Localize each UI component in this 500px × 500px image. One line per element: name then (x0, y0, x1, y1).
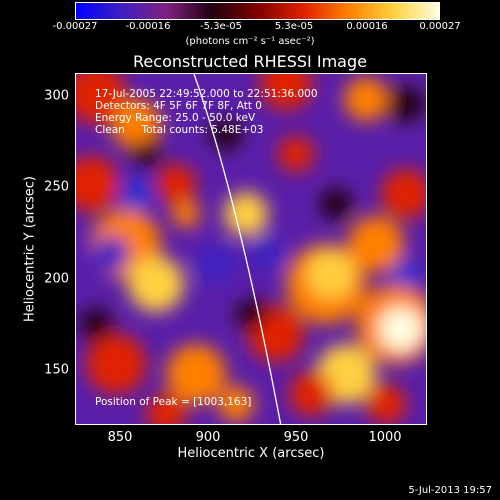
colorbar (75, 2, 440, 20)
info-clean-counts: Clean Total counts: 5.48E+03 (95, 124, 264, 136)
y-tick-label: 300 (44, 88, 69, 104)
solar-limb-line (193, 74, 282, 424)
colorbar-tick-label: -5.3e-05 (200, 21, 242, 32)
x-axis-label: Heliocentric X (arcsec) (177, 446, 325, 461)
image-plot-area: 17-Jul-2005 22:49:52.000 to 22:51:36.000… (75, 73, 427, 425)
y-tick-label: 250 (44, 179, 69, 195)
x-tick-label: 850 (107, 430, 133, 445)
colorbar-tick-label: 0.00027 (419, 21, 461, 32)
x-tick-label: 950 (283, 430, 309, 445)
info-detectors: Detectors: 4F 5F 6F 7F 8F, Att 0 (95, 100, 262, 112)
colorbar-units: (photons cm⁻² s⁻¹ asec⁻²) (185, 36, 315, 47)
colorbar-tick-label: -0.00027 (52, 21, 98, 32)
plot-title: Reconstructed RHESSI Image (133, 52, 367, 71)
info-energy-range: Energy Range: 25.0 - 50.0 keV (95, 112, 256, 124)
colorbar-tick-label: 5.3e-05 (274, 21, 314, 32)
plot-date: 5-Jul-2013 19:57 (408, 485, 492, 496)
peak-position: Position of Peak = [1003,163] (95, 396, 252, 408)
y-axis-label: Heliocentric Y (arcsec) (22, 176, 38, 322)
colorbar-tick-label: -0.00016 (125, 21, 171, 32)
colorbar-tick-label: 0.00016 (346, 21, 388, 32)
info-time-range: 17-Jul-2005 22:49:52.000 to 22:51:36.000 (95, 88, 318, 100)
rhessi-image-map (76, 74, 426, 424)
x-tick-label: 900 (195, 430, 221, 445)
y-tick-label: 200 (44, 271, 69, 287)
x-tick-label: 1000 (368, 430, 402, 445)
y-tick-label: 150 (44, 362, 69, 378)
